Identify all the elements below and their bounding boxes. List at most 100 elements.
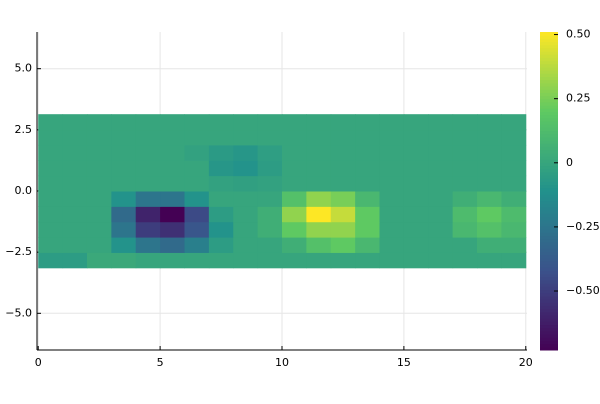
- y-tick-label: 0.0: [15, 184, 33, 197]
- heatmap-cell: [111, 160, 137, 177]
- heatmap-cell: [379, 114, 405, 131]
- x-tick-label: 5: [157, 356, 164, 369]
- y-tick-label: 5.0: [15, 62, 33, 75]
- heatmap-cell: [135, 114, 161, 131]
- colorbar-segment: [540, 121, 558, 125]
- colorbar-segment: [540, 203, 558, 208]
- heatmap-cell: [330, 206, 356, 223]
- colorbar-segment: [540, 95, 558, 100]
- colorbar-segment: [540, 165, 558, 170]
- heatmap-cell: [282, 191, 307, 207]
- colorbar-segment: [540, 82, 558, 87]
- heatmap-cell: [38, 129, 64, 146]
- heatmap-cell: [160, 237, 185, 253]
- heatmap-cell: [379, 160, 405, 177]
- heatmap-cell: [184, 206, 210, 223]
- colorbar-segment: [540, 130, 558, 135]
- heatmap-cell: [208, 252, 234, 269]
- colorbar-segment: [540, 70, 558, 74]
- colorbar-segment: [540, 216, 558, 221]
- heatmap-cell: [355, 237, 381, 253]
- colorbar-segment: [540, 311, 558, 316]
- heatmap-cell: [160, 144, 185, 161]
- heatmap-cell: [135, 175, 161, 192]
- heatmap-cell: [501, 175, 527, 192]
- heatmap-cell: [257, 252, 283, 269]
- heatmap-cell: [501, 191, 527, 207]
- colorbar-segment: [540, 92, 558, 97]
- heatmap-cell: [160, 206, 185, 223]
- colorbar-segment: [540, 222, 558, 227]
- heatmap-cell: [477, 114, 502, 131]
- heatmap-cell: [111, 252, 137, 269]
- colorbar-segment: [540, 127, 558, 132]
- heatmap-cell: [282, 175, 307, 192]
- heatmap-cell: [111, 206, 137, 223]
- heatmap-cell: [160, 175, 185, 192]
- heatmap-cell: [86, 237, 112, 253]
- colorbar-segment: [540, 63, 558, 68]
- colorbar-segment: [540, 51, 558, 55]
- heatmap-cell: [135, 129, 161, 146]
- heatmap-cell: [233, 175, 259, 192]
- heatmap-cell: [379, 175, 405, 192]
- heatmap-cell: [330, 237, 356, 253]
- heatmap-cell: [452, 129, 478, 146]
- colorbar-tick-label: 0.25: [566, 92, 591, 105]
- colorbar-segment: [540, 283, 558, 287]
- colorbar-segment: [540, 245, 558, 249]
- heatmap-cell: [428, 129, 454, 146]
- heatmap-cell: [233, 144, 259, 161]
- heatmap-cell: [86, 175, 112, 192]
- heatmap-cell: [233, 129, 259, 146]
- heatmap-cell: [135, 206, 161, 223]
- colorbar-segment: [540, 337, 558, 341]
- heatmap-cell: [208, 221, 234, 238]
- heatmap-cell: [355, 221, 381, 238]
- heatmap-cell: [501, 160, 527, 177]
- colorbar-segment: [540, 133, 558, 138]
- heatmap-cell: [233, 237, 259, 253]
- heatmap-cell: [330, 144, 356, 161]
- heatmap-cell: [135, 191, 161, 207]
- heatmap-cell: [111, 221, 137, 238]
- colorbar-segment: [540, 38, 558, 43]
- heatmap-cell: [208, 237, 234, 253]
- colorbar-segment: [540, 187, 558, 192]
- colorbar-segment: [540, 264, 558, 268]
- colorbar-segment: [540, 273, 558, 278]
- colorbar-segment: [540, 197, 558, 202]
- colorbar-segment: [540, 225, 558, 230]
- heatmap-cell: [477, 175, 502, 192]
- heatmap-cell: [38, 160, 64, 177]
- heatmap-cell: [208, 129, 234, 146]
- heatmap-cell: [86, 144, 112, 161]
- colorbar-segment: [540, 305, 558, 310]
- colorbar-segment: [540, 267, 558, 271]
- heatmap-cell: [501, 144, 527, 161]
- colorbar-segment: [540, 44, 558, 49]
- heatmap-cell: [355, 114, 381, 131]
- heatmap-cell: [257, 160, 283, 177]
- heatmap-cell: [184, 144, 210, 161]
- heatmap-cell: [184, 237, 210, 253]
- heatmap-cell: [403, 129, 429, 146]
- colorbar-segment: [540, 168, 558, 173]
- colorbar-segment: [540, 159, 558, 163]
- heatmap-cell: [355, 129, 381, 146]
- colorbar-segment: [540, 108, 558, 112]
- colorbar-segment: [540, 229, 558, 233]
- colorbar-segment: [540, 200, 558, 205]
- colorbar-segment: [540, 143, 558, 147]
- heatmap-cell: [428, 191, 454, 207]
- heatmap-cell: [477, 129, 502, 146]
- heatmap-cell: [62, 191, 88, 207]
- heatmap-cell: [452, 237, 478, 253]
- heatmap-cell: [282, 237, 307, 253]
- heatmap-cell: [282, 129, 307, 146]
- heatmap-cell: [135, 144, 161, 161]
- heatmap-cell: [62, 237, 88, 253]
- heatmap-cell: [160, 221, 185, 238]
- colorbar-segment: [540, 124, 558, 128]
- heatmap-cell: [379, 191, 405, 207]
